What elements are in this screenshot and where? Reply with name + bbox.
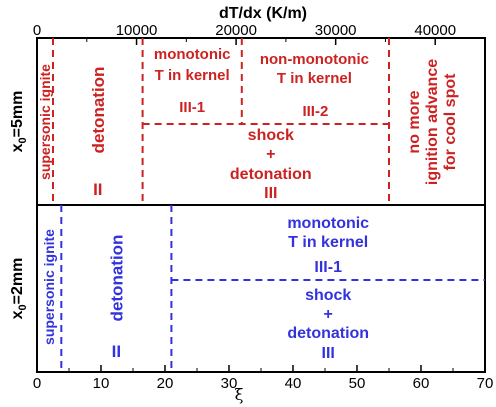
bottom-shock-num: III xyxy=(322,345,335,362)
x-tick-label: 40 xyxy=(285,375,302,392)
x-tick-label: 70 xyxy=(477,375,494,392)
top-shock-num: III xyxy=(264,185,277,202)
top-nomore-line3: for cool spot xyxy=(442,73,459,171)
top-tick-label: 20000 xyxy=(215,22,257,39)
bottom-shock-line2: + xyxy=(324,306,333,323)
top-shock-line1: shock xyxy=(248,127,294,144)
top-monotonic-line1: monotonic xyxy=(154,46,231,63)
top-nonmono-line2: T in kernel xyxy=(277,70,352,87)
top-tick-label: 40000 xyxy=(414,22,456,39)
top-monotonic-line2: T in kernel xyxy=(155,67,230,84)
top-nonmono-line1: non-monotonic xyxy=(260,51,369,68)
x-tick-label: 20 xyxy=(157,375,174,392)
bottom-detonation-num: II xyxy=(112,342,121,361)
x-tick-label: 0 xyxy=(33,375,41,392)
bottom-mono-num: III-1 xyxy=(314,259,342,276)
top-tick-label: 30000 xyxy=(315,22,357,39)
top-shock-line2: + xyxy=(266,146,275,163)
bottom-supersonic-label: supersonic ignite xyxy=(41,229,57,345)
top-nomore-line1: no more xyxy=(406,90,423,153)
panel-bottom-ylabel: x0=2mm xyxy=(9,258,29,320)
top-nonmono-num: III-2 xyxy=(302,103,328,120)
x-tick-label: 10 xyxy=(93,375,110,392)
bottom-detonation-label: detonation xyxy=(107,235,126,322)
x-tick-label: 60 xyxy=(413,375,430,392)
bottom-monotonic-line1: monotonic xyxy=(287,215,369,232)
x-tick-label: 30 xyxy=(221,375,238,392)
top-tick-label: 0 xyxy=(33,22,41,39)
bottom-shock-line1: shock xyxy=(305,287,351,304)
panel-top-ylabel: x0=5mm xyxy=(9,91,29,153)
top-detonation-num: II xyxy=(93,180,102,199)
top-shock-line3: detonation xyxy=(230,166,312,183)
top-axis-label: dT/dx (K/m) xyxy=(219,5,307,22)
x-tick-label: 50 xyxy=(349,375,366,392)
bottom-shock-line3: detonation xyxy=(287,325,369,342)
bottom-monotonic-line2: T in kernel xyxy=(288,234,368,251)
top-mono-num: III-1 xyxy=(179,99,205,116)
top-supersonic-label: supersonic ignite xyxy=(37,64,53,180)
top-nomore-line2: ignition advance xyxy=(424,59,441,185)
top-tick-label: 10000 xyxy=(116,22,158,39)
x-axis-label: ξ xyxy=(235,385,244,404)
top-detonation-label: detonation xyxy=(89,67,108,154)
